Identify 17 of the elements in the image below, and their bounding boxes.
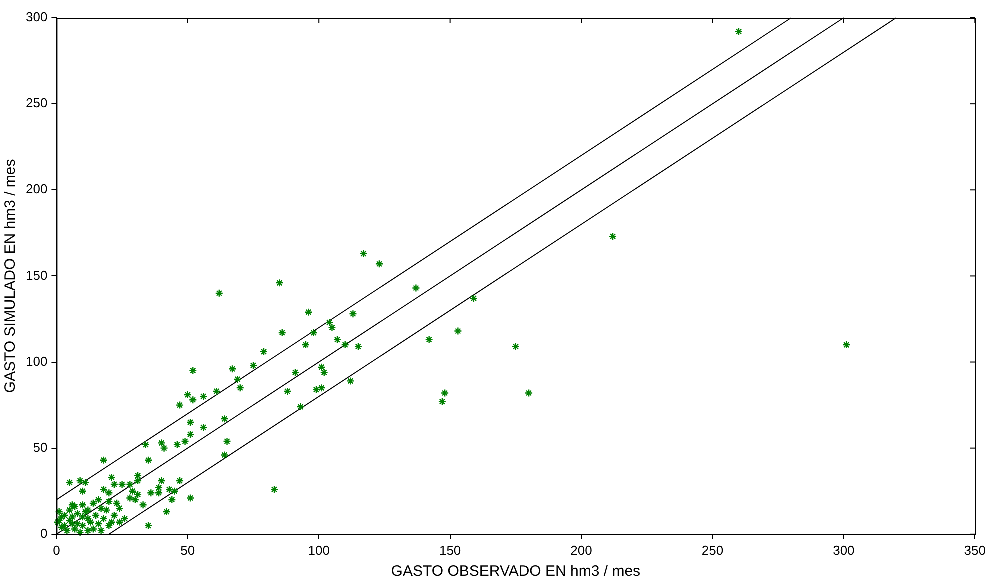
x-tick-label: 0 bbox=[53, 542, 60, 558]
y-tick-label: 50 bbox=[33, 440, 48, 455]
x-tick-label: 150 bbox=[439, 542, 462, 558]
x-tick-label: 250 bbox=[702, 542, 724, 558]
x-tick-label: 350 bbox=[964, 542, 986, 558]
y-tick-label: 150 bbox=[26, 268, 48, 283]
y-tick-label: 300 bbox=[26, 10, 48, 25]
y-tick-label: 100 bbox=[26, 354, 48, 369]
x-tick-label: 200 bbox=[570, 542, 592, 558]
y-tick-label: 200 bbox=[26, 182, 48, 197]
x-tick-label: 50 bbox=[180, 542, 196, 558]
x-axis-title: GASTO OBSERVADO EN hm3 / mes bbox=[391, 563, 641, 580]
y-tick-label: 0 bbox=[40, 526, 48, 541]
x-tick-label: 100 bbox=[308, 542, 330, 558]
x-tick-label: 300 bbox=[833, 542, 855, 558]
y-axis-title: GASTO SIMULADO EN hm3 / mes bbox=[2, 159, 20, 394]
y-tick-label: 250 bbox=[26, 96, 48, 111]
